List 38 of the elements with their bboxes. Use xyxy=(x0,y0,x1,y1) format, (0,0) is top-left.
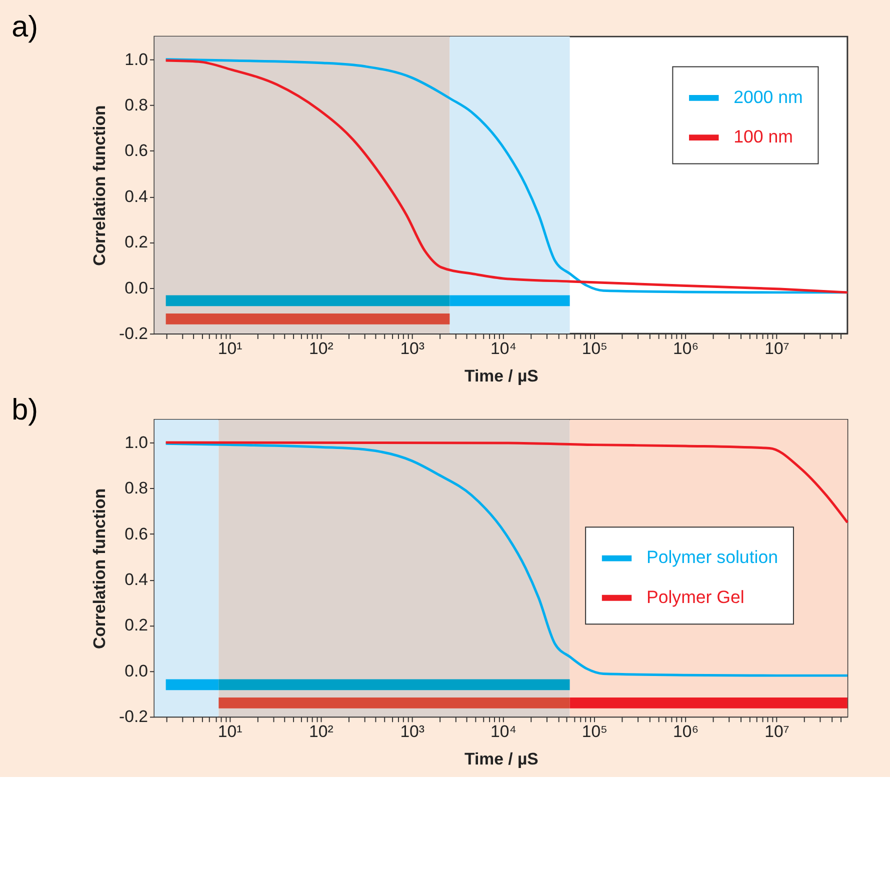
legend-label: Polymer solution xyxy=(646,547,778,568)
legend-label: 2000 nm xyxy=(734,86,803,107)
y-tick-label: 0.6 xyxy=(124,524,148,544)
y-tick-label: 0.0 xyxy=(124,661,148,680)
x-tick-label: 10⁵ xyxy=(582,722,608,741)
y-tick-label: -0.2 xyxy=(119,707,148,726)
chart-title: b) xyxy=(12,394,38,427)
x-axis-title: Time / µS xyxy=(464,750,538,769)
x-axis-title: Time / µS xyxy=(464,366,538,386)
x-tick-label: 10⁴ xyxy=(490,722,516,741)
x-tick-label: 10⁷ xyxy=(764,338,790,358)
y-tick-label: 1.0 xyxy=(124,432,148,452)
x-tick-label: 10³ xyxy=(400,722,425,741)
y-tick-label: 0.0 xyxy=(124,278,148,298)
y-tick-label: 0.8 xyxy=(124,96,148,115)
y-tick-label: 0.2 xyxy=(124,616,148,635)
x-tick-label: 10² xyxy=(309,722,334,741)
y-axis-title: Correlation function xyxy=(90,105,110,266)
y-tick-label: -0.2 xyxy=(119,324,148,343)
y-tick-label: 0.4 xyxy=(124,186,148,206)
x-tick-label: 10⁷ xyxy=(764,722,790,741)
x-tick-label: 10⁴ xyxy=(490,338,516,358)
legend-label: 100 nm xyxy=(734,126,793,146)
x-tick-label: 10³ xyxy=(400,338,425,358)
y-axis-title: Correlation function xyxy=(90,488,110,650)
y-tick-label: 1.0 xyxy=(124,50,148,69)
y-tick-label: 0.6 xyxy=(124,141,148,160)
x-tick-label: 10⁶ xyxy=(673,338,699,358)
x-tick-label: 10¹ xyxy=(218,722,243,741)
y-tick-label: 0.2 xyxy=(124,232,148,252)
x-tick-label: 10⁵ xyxy=(582,338,608,358)
legend-label: Polymer Gel xyxy=(646,586,744,607)
x-tick-label: 10¹ xyxy=(218,338,243,358)
y-tick-label: 0.4 xyxy=(124,570,148,590)
x-tick-label: 10² xyxy=(309,338,334,358)
chart-title: a) xyxy=(12,10,38,44)
y-tick-label: 0.8 xyxy=(124,478,148,498)
x-tick-label: 10⁶ xyxy=(673,722,699,741)
